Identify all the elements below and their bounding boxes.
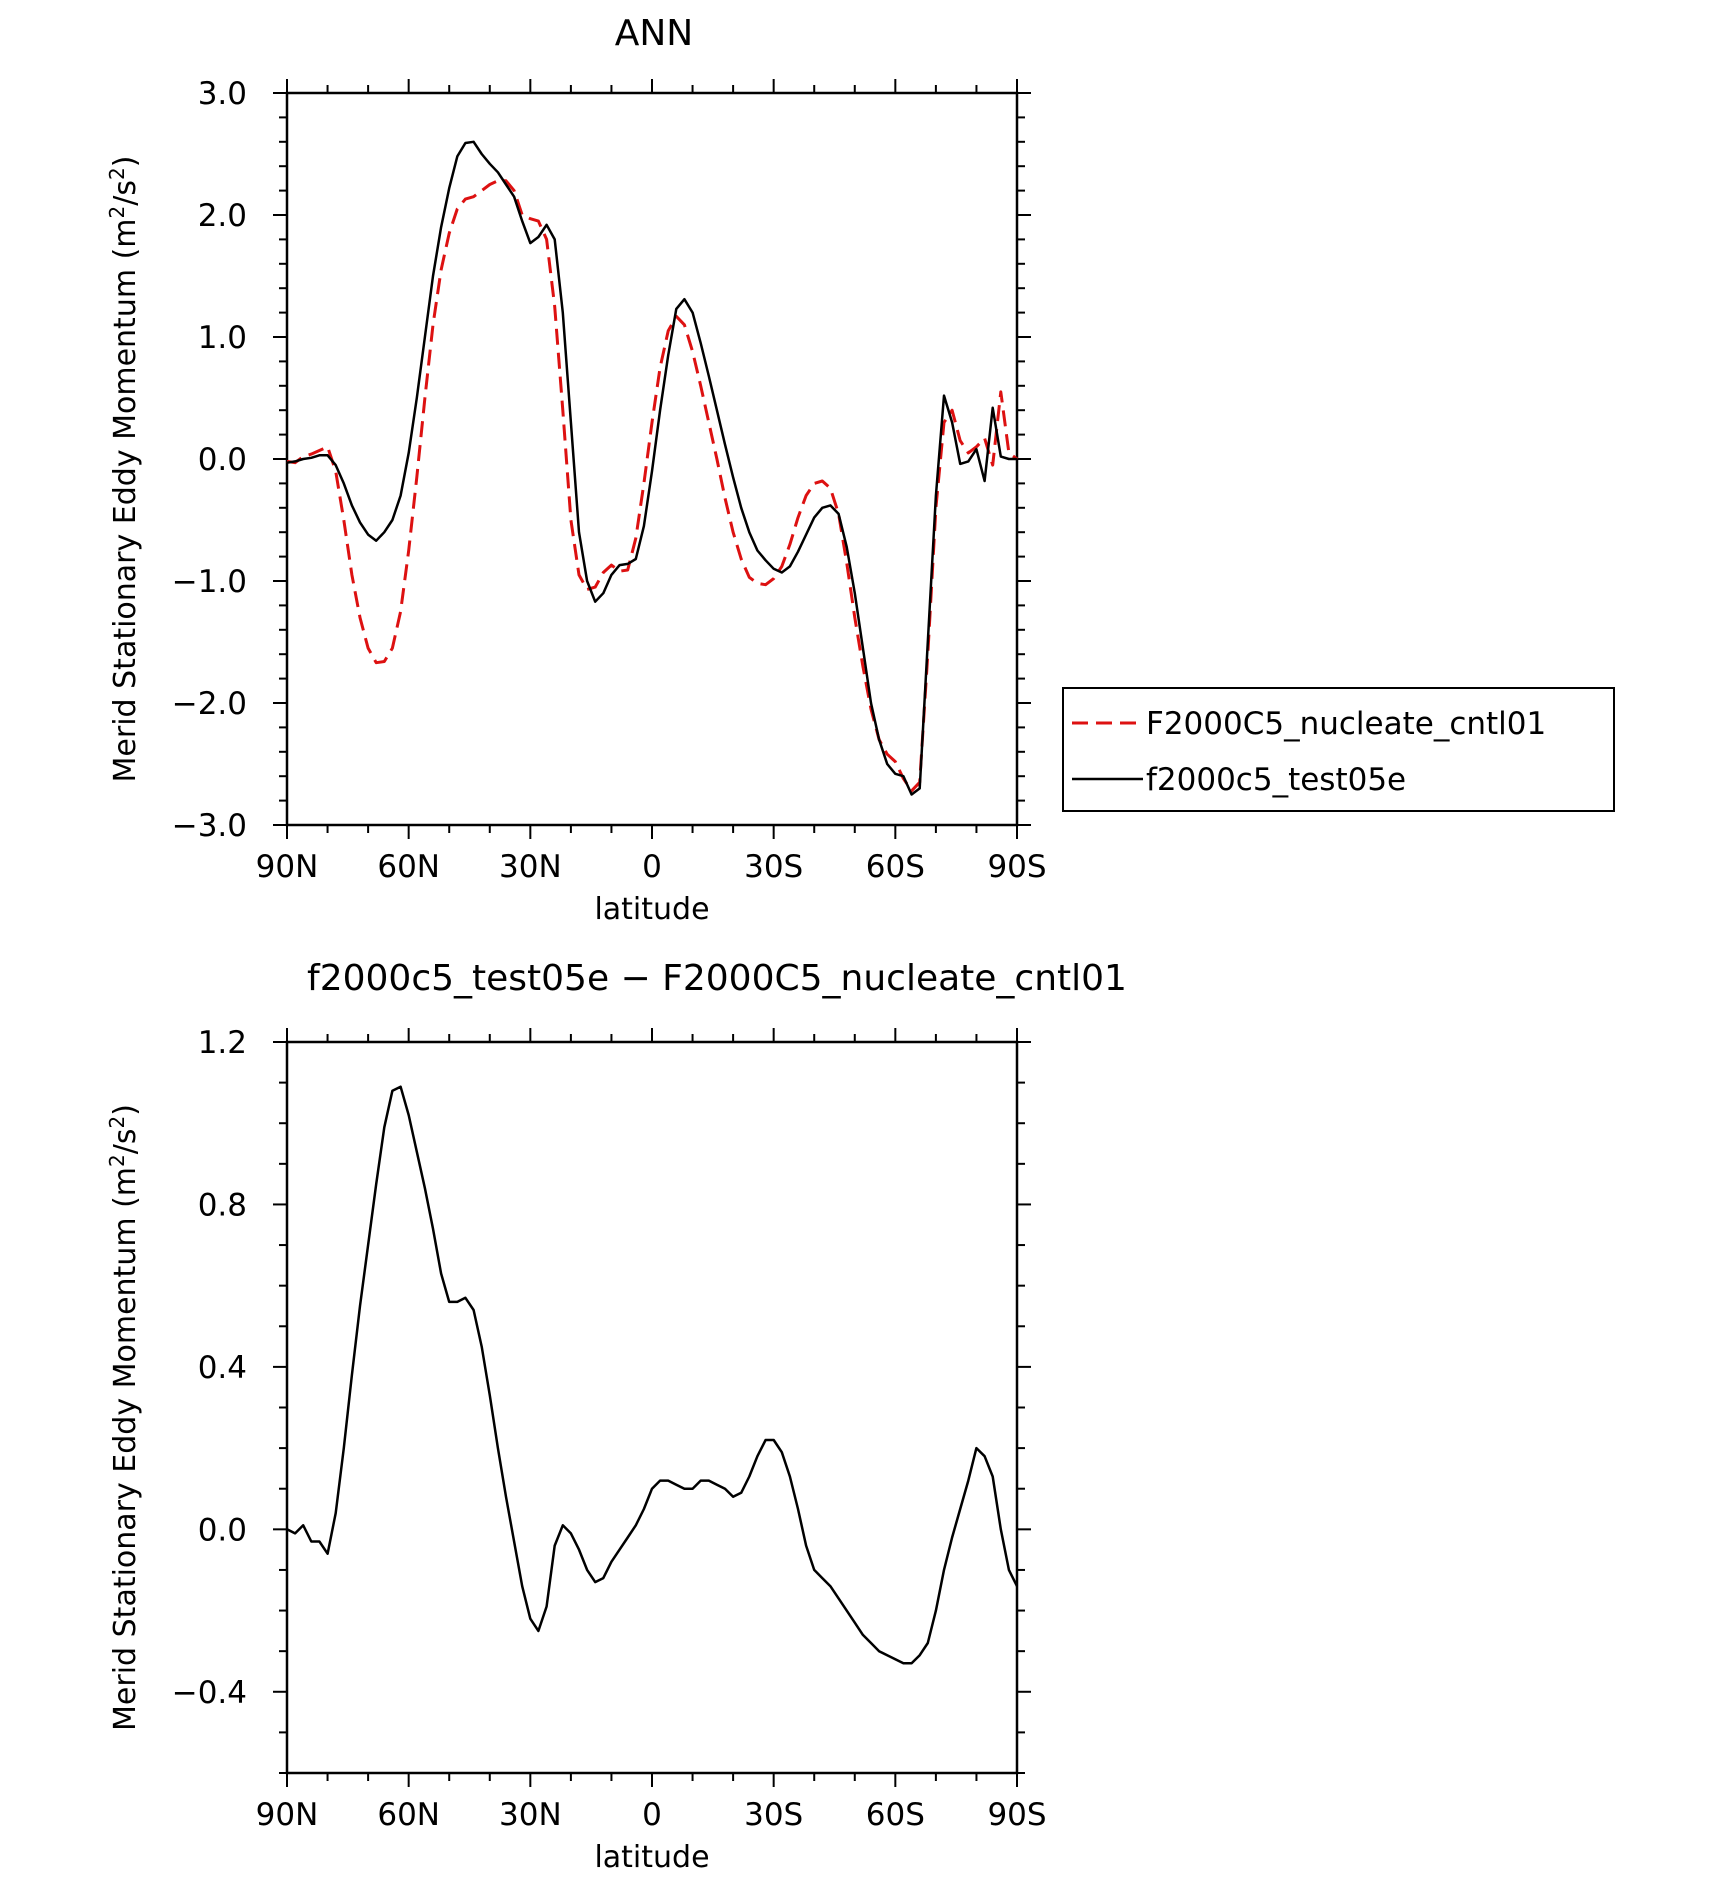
y-tick-label: −2.0 [172,686,247,722]
y-axis-title: Merid Stationary Eddy Momentum (m2/s2) [105,1104,143,1731]
legend-box [1062,687,1615,812]
y-tick-label: 0.0 [198,1512,247,1548]
x-axis-title: latitude [594,1840,709,1875]
panel-2: f2000c5_test05e − F2000C5_nucleate_cntl0… [105,958,1127,1875]
x-tick-label: 60N [377,849,440,885]
y-axis-title-superscript: 2 [105,1154,129,1167]
x-tick-label: 90N [256,1797,319,1833]
x-tick-label: 90S [987,1797,1046,1833]
x-tick-label: 90N [256,849,319,885]
x-tick-label: 60S [866,1797,925,1833]
series-line-1 [286,1085,1019,1665]
y-tick-label: 3.0 [198,76,247,112]
y-tick-label: 2.0 [198,198,247,234]
y-tick-label: −1.0 [172,564,247,600]
y-tick-label: 0.8 [198,1187,247,1223]
y-axis-title-superscript: 2 [105,206,129,219]
y-tick-label: −3.0 [172,808,247,844]
x-tick-label: 30S [744,1797,803,1833]
y-axis-title-part: /s [108,180,143,206]
plot-frame [285,91,1019,827]
series-line-1 [286,179,1018,793]
legend-label: f2000c5_test05e [1146,762,1406,798]
y-tick-label: 0.0 [198,442,247,478]
x-tick-label: 60S [866,849,925,885]
y-axis-title-part: /s [108,1128,143,1154]
y-axis-title-part: Merid Stationary Eddy Momentum (m [108,218,143,782]
y-axis-title-superscript: 2 [105,1116,129,1129]
legend: F2000C5_nucleate_cntl01 f2000c5_test05e [1062,687,1615,812]
x-axis-title: latitude [594,892,709,927]
y-tick-label: −0.4 [172,1675,247,1711]
chart-title: ANN [615,13,694,54]
x-tick-label: 30N [499,1797,562,1833]
x-tick-label: 0 [642,1797,662,1833]
x-tick-label: 30N [499,849,562,885]
x-tick-label: 0 [642,849,662,885]
panel-1: ANN 90N 60N 30N 0 30S 60S 90S 3.0 2.0 1.0 0.0 −1.0 −2… [105,13,1615,927]
y-tick-label: 1.2 [198,1025,247,1061]
x-tick-label: 60N [377,1797,440,1833]
y-axis-title-part: ) [108,156,143,168]
chart-title: f2000c5_test05e − F2000C5_nucleate_cntl0… [307,958,1127,999]
y-tick-label: 0.4 [198,1350,247,1386]
y-axis-title-part: ) [108,1104,143,1116]
y-axis-title: Merid Stationary Eddy Momentum (m2/s2) [105,156,143,783]
y-axis-title-superscript: 2 [105,167,129,180]
y-axis-title-part: Merid Stationary Eddy Momentum (m [108,1167,143,1731]
x-tick-label: 30S [744,849,803,885]
series-line-2 [286,140,1017,796]
legend-label: F2000C5_nucleate_cntl01 [1146,706,1546,742]
x-tick-label: 90S [987,849,1046,885]
y-tick-label: 1.0 [198,320,247,356]
